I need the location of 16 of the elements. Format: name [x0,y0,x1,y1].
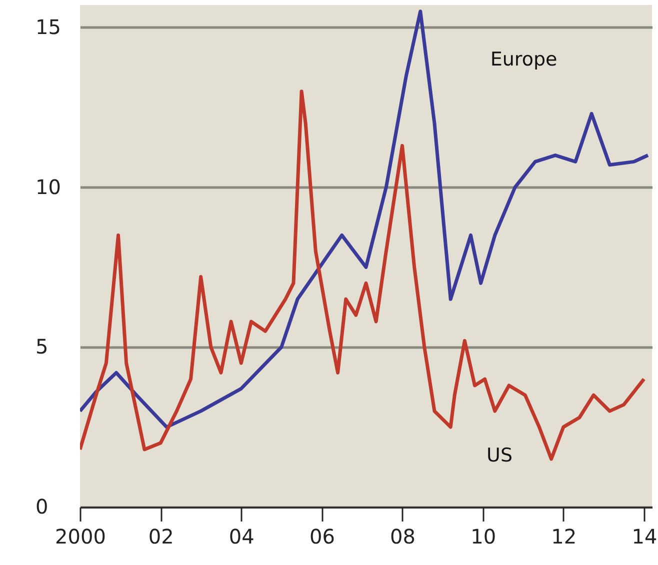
x-tick-label: 10 [470,524,496,548]
x-tick-label: 06 [309,524,335,548]
x-tick-label: 2000 [55,524,106,548]
x-tick-label: 08 [390,524,416,548]
series-label: US [486,444,513,466]
y-tick-label: 5 [36,334,48,359]
y-tick-label: 15 [36,14,61,39]
x-tick-label: 12 [551,524,577,548]
y-tick-label: 10 [36,174,61,199]
line-series [80,90,646,461]
text: Europe [490,48,558,70]
x-tick-label: 14 [632,524,658,548]
y-tick-label: 0 [36,494,48,518]
line-series [80,10,650,429]
x-tick-label: 02 [148,524,174,548]
x-tick-label: 04 [228,524,254,548]
